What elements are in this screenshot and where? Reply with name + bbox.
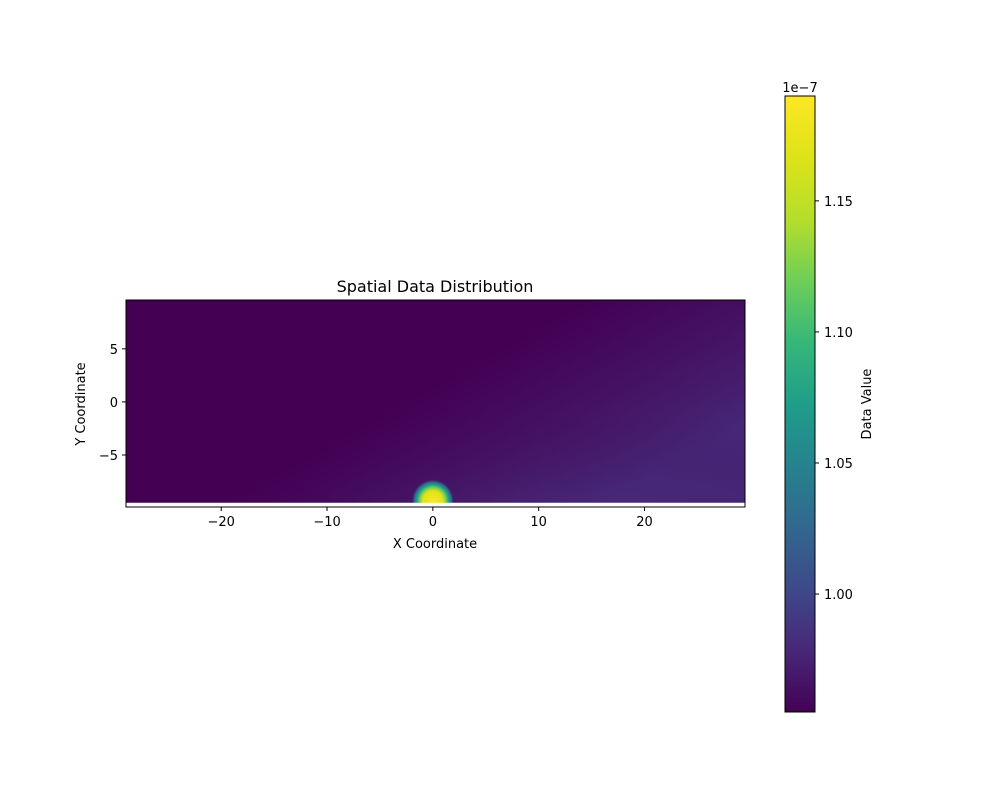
y-tick-label: 0 (110, 396, 118, 411)
x-tick-label: −10 (313, 515, 340, 530)
heatmap (126, 300, 745, 507)
heatmap-plume (330, 385, 745, 507)
x-tick-label: 20 (636, 515, 653, 530)
y-axis: 5 0 −5 (99, 343, 126, 464)
x-tick-label: 0 (429, 515, 437, 530)
colorbar-tick-label: 1.05 (824, 457, 853, 472)
y-axis-label: Y Coordinate (74, 362, 89, 446)
colorbar-tick-label: 1.10 (824, 326, 853, 341)
x-axis-label: X Coordinate (393, 537, 477, 552)
y-tick-label: −5 (99, 449, 118, 464)
x-axis: −20 −10 0 10 20 (208, 507, 653, 530)
colorbar: 1.00 1.05 1.10 1.15 1e−7 Data Value (782, 81, 875, 713)
colorbar-ticks: 1.00 1.05 1.10 1.15 (815, 195, 853, 603)
colorbar-label: Data Value (860, 369, 875, 440)
colorbar-gradient (785, 96, 815, 712)
heatmap-empty-strip (126, 502, 745, 507)
chart-title: Spatial Data Distribution (337, 277, 534, 296)
colorbar-offset-label: 1e−7 (782, 81, 817, 96)
colorbar-tick-label: 1.15 (824, 195, 853, 210)
colorbar-tick-label: 1.00 (824, 588, 853, 603)
x-tick-label: 10 (530, 515, 547, 530)
y-tick-label: 5 (110, 343, 118, 358)
plot-frame (125, 299, 746, 508)
x-tick-label: −20 (208, 515, 235, 530)
heatmap-peak (410, 478, 455, 507)
colorbar-frame (784, 95, 816, 713)
